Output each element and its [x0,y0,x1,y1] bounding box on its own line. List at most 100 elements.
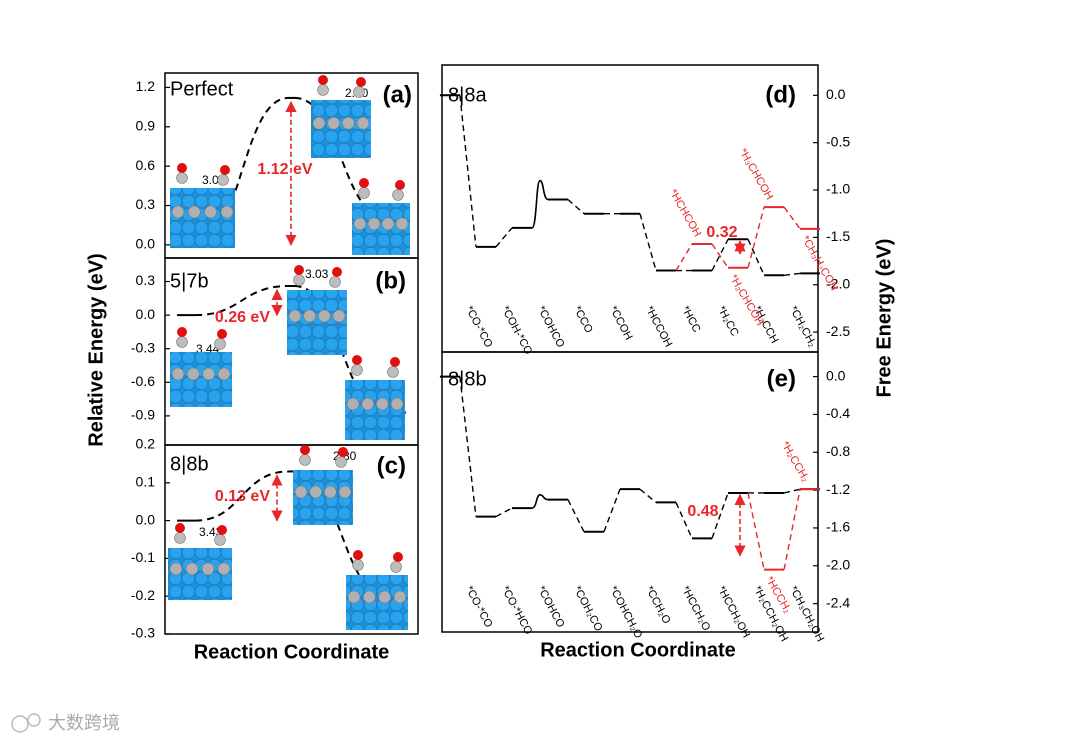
atom [217,367,231,381]
annotation: 0.32 [706,224,737,241]
atom [318,75,328,85]
atom [363,590,376,604]
atom [378,590,391,604]
y-tick-label: 0.0 [136,236,156,252]
atom [214,338,226,350]
atom [356,77,366,87]
atom [346,397,360,411]
y-tick-label: 0.3 [136,272,156,288]
y-tick-label: -2.0 [826,556,850,572]
connector [783,488,801,494]
connector [783,272,801,276]
y-tick-label: -1.0 [826,181,850,197]
atom [202,367,215,381]
y-axis-label: Free Energy (eV) [873,239,895,398]
atom [390,397,404,411]
atom [317,84,329,96]
atom [293,274,305,286]
branch-connector [747,206,765,268]
annotation: 0.26 eV [215,309,270,326]
connector [567,499,585,533]
atom [342,116,355,130]
annotation: 0.13 eV [215,488,270,505]
atom [332,267,342,277]
y-tick-label: -2.0 [826,275,850,291]
y-tick-label: 0.2 [136,436,156,452]
y-tick-label: 0.0 [136,306,156,322]
connector [495,507,513,518]
y-tick-label: -0.4 [826,405,850,421]
connector [459,95,477,247]
y-tick-label: 0.0 [136,511,156,527]
y-tick-label: -1.6 [826,519,850,535]
branch-connector [711,243,729,269]
y-tick-label: 0.0 [826,86,846,102]
y-tick-label: 0.0 [826,367,846,383]
y-tick-label: -2.4 [826,594,850,610]
y-tick-label: -2.5 [826,323,850,339]
atom [381,217,395,231]
atom [395,180,405,190]
atom [358,187,370,199]
connector [639,488,657,503]
panel-letter: (e) [767,365,796,392]
transition-state [531,494,549,509]
atom [294,265,304,275]
panel-name: 8|8b [448,368,487,390]
watermark: 大数跨境 [48,713,120,733]
panel-name: Perfect [170,78,234,100]
atom [338,447,348,457]
y-tick-label: -0.6 [131,373,155,389]
branch-connector [675,243,693,271]
panel-name: 5|7b [170,270,209,292]
y-tick-label: -0.9 [131,407,155,423]
atom [294,485,308,499]
y-tick-label: -0.2 [131,587,155,603]
connector [603,488,621,532]
y-axis-label: Relative Energy (eV) [85,253,107,446]
atom [376,397,389,411]
atom [356,116,370,130]
atom [176,172,188,184]
connector [567,198,585,215]
y-tick-label: -0.1 [131,549,155,565]
atom [217,329,227,339]
branch-connector [747,492,765,570]
connector [747,238,765,276]
atom [390,357,400,367]
atom [220,165,230,175]
x-axis-label: Reaction Coordinate [540,639,736,661]
atom [185,562,199,576]
atom [359,178,369,188]
atom [324,485,337,499]
y-tick-label: 0.9 [136,117,156,133]
branch-connector [783,206,801,230]
slab [170,188,235,248]
atom [327,116,340,130]
transition-state [531,179,549,229]
atom [171,205,185,219]
atom [332,309,346,323]
atom [352,355,362,365]
atom [393,552,403,562]
atom [169,562,183,576]
distance-label: 3.03 [305,267,329,281]
connector [495,227,513,248]
y-tick-label: 0.3 [136,196,156,212]
atom [353,217,367,231]
atom [335,456,347,468]
atom [201,562,215,576]
x-axis-label: Reaction Coordinate [194,641,390,663]
atom [338,485,352,499]
connector [675,502,693,539]
panel-letter: (d) [765,81,796,108]
atom [299,454,311,466]
y-tick-label: 0.1 [136,474,156,490]
watermark-icon [27,713,41,727]
panel-letter: (c) [377,452,406,479]
atom [367,217,381,231]
atom [300,445,310,455]
atom [329,276,341,288]
y-tick-label: 0.6 [136,157,156,173]
